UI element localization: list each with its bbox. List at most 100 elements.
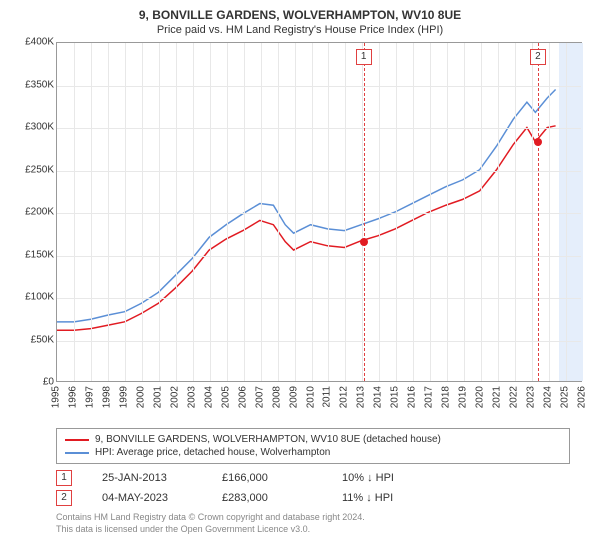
transaction-date: 04-MAY-2023 xyxy=(102,492,192,504)
x-tick-label: 2000 xyxy=(135,386,146,408)
footer-line-2: This data is licensed under the Open Gov… xyxy=(56,524,570,536)
chart-title: 9, BONVILLE GARDENS, WOLVERHAMPTON, WV10… xyxy=(0,0,600,22)
legend-swatch xyxy=(65,452,89,454)
x-tick-label: 2002 xyxy=(169,386,180,408)
transaction-price: £166,000 xyxy=(222,472,312,484)
y-tick-label: £200K xyxy=(25,207,54,218)
x-tick-label: 2008 xyxy=(271,386,282,408)
gridline-v xyxy=(159,43,160,381)
gridline-v xyxy=(464,43,465,381)
x-tick-label: 2012 xyxy=(339,386,350,408)
gridline-v xyxy=(244,43,245,381)
x-tick-label: 2018 xyxy=(441,386,452,408)
x-tick-label: 2024 xyxy=(543,386,554,408)
reference-line xyxy=(538,43,539,381)
gridline-h xyxy=(57,341,581,342)
gridline-v xyxy=(481,43,482,381)
data-marker xyxy=(360,238,368,246)
gridline-v xyxy=(227,43,228,381)
transaction-marker: 1 xyxy=(56,470,72,486)
gridline-v xyxy=(345,43,346,381)
transaction-marker: 2 xyxy=(56,490,72,506)
chart-area: £0£50K£100K£150K£200K£250K£300K£350K£400… xyxy=(12,42,582,422)
x-tick-label: 2025 xyxy=(560,386,571,408)
x-tick-label: 2011 xyxy=(322,386,333,408)
transaction-row: 2 04-MAY-2023 £283,000 11% ↓ HPI xyxy=(56,490,570,506)
x-tick-label: 2004 xyxy=(203,386,214,408)
legend-label: 9, BONVILLE GARDENS, WOLVERHAMPTON, WV10… xyxy=(95,434,441,445)
x-tick-label: 2001 xyxy=(152,386,163,408)
gridline-v xyxy=(532,43,533,381)
x-tick-label: 2013 xyxy=(356,386,367,408)
gridline-v xyxy=(413,43,414,381)
x-axis: 1995199619971998199920002001200220032004… xyxy=(56,382,582,422)
y-tick-label: £50K xyxy=(31,334,54,345)
transaction-delta: 11% ↓ HPI xyxy=(342,492,432,504)
x-tick-label: 2022 xyxy=(509,386,520,408)
gridline-v xyxy=(498,43,499,381)
gridline-h xyxy=(57,256,581,257)
gridline-v xyxy=(142,43,143,381)
reference-marker: 1 xyxy=(356,49,372,65)
gridline-v xyxy=(549,43,550,381)
gridline-v xyxy=(193,43,194,381)
gridline-v xyxy=(379,43,380,381)
legend-label: HPI: Average price, detached house, Wolv… xyxy=(95,447,330,458)
gridline-v xyxy=(176,43,177,381)
x-tick-label: 2019 xyxy=(458,386,469,408)
x-tick-label: 2014 xyxy=(373,386,384,408)
y-tick-label: £150K xyxy=(25,249,54,260)
transaction-price: £283,000 xyxy=(222,492,312,504)
plot-area: 12 xyxy=(56,42,582,382)
x-tick-label: 2006 xyxy=(237,386,248,408)
gridline-h xyxy=(57,213,581,214)
reference-marker: 2 xyxy=(530,49,546,65)
transaction-delta: 10% ↓ HPI xyxy=(342,472,432,484)
y-tick-label: £100K xyxy=(25,292,54,303)
x-tick-label: 2015 xyxy=(390,386,401,408)
x-tick-label: 2010 xyxy=(305,386,316,408)
y-tick-label: £400K xyxy=(25,37,54,48)
gridline-v xyxy=(396,43,397,381)
x-tick-label: 2003 xyxy=(186,386,197,408)
gridline-v xyxy=(430,43,431,381)
x-tick-label: 2023 xyxy=(526,386,537,408)
legend-row: HPI: Average price, detached house, Wolv… xyxy=(65,446,561,459)
gridline-v xyxy=(566,43,567,381)
legend-swatch xyxy=(65,439,89,441)
x-tick-label: 1998 xyxy=(101,386,112,408)
x-tick-label: 2020 xyxy=(475,386,486,408)
x-tick-label: 2021 xyxy=(492,386,503,408)
x-tick-label: 2026 xyxy=(577,386,588,408)
reference-line xyxy=(364,43,365,381)
x-tick-label: 1997 xyxy=(84,386,95,408)
gridline-v xyxy=(312,43,313,381)
gridline-h xyxy=(57,298,581,299)
gridline-v xyxy=(278,43,279,381)
gridline-v xyxy=(210,43,211,381)
x-tick-label: 1995 xyxy=(51,386,62,408)
gridline-v xyxy=(91,43,92,381)
footer: Contains HM Land Registry data © Crown c… xyxy=(56,512,570,535)
series-svg xyxy=(57,43,581,381)
transaction-row: 1 25-JAN-2013 £166,000 10% ↓ HPI xyxy=(56,470,570,486)
gridline-v xyxy=(125,43,126,381)
x-tick-label: 1999 xyxy=(118,386,129,408)
legend-row: 9, BONVILLE GARDENS, WOLVERHAMPTON, WV10… xyxy=(65,433,561,446)
y-tick-label: £300K xyxy=(25,122,54,133)
x-tick-label: 2017 xyxy=(424,386,435,408)
x-tick-label: 2009 xyxy=(288,386,299,408)
x-tick-label: 2016 xyxy=(407,386,418,408)
y-tick-label: £350K xyxy=(25,79,54,90)
data-marker xyxy=(534,138,542,146)
y-axis: £0£50K£100K£150K£200K£250K£300K£350K£400… xyxy=(12,42,56,382)
gridline-v xyxy=(261,43,262,381)
gridline-v xyxy=(295,43,296,381)
y-tick-label: £250K xyxy=(25,164,54,175)
x-tick-label: 2005 xyxy=(220,386,231,408)
x-tick-label: 1996 xyxy=(67,386,78,408)
gridline-h xyxy=(57,171,581,172)
transaction-date: 25-JAN-2013 xyxy=(102,472,192,484)
gridline-h xyxy=(57,86,581,87)
gridline-h xyxy=(57,128,581,129)
